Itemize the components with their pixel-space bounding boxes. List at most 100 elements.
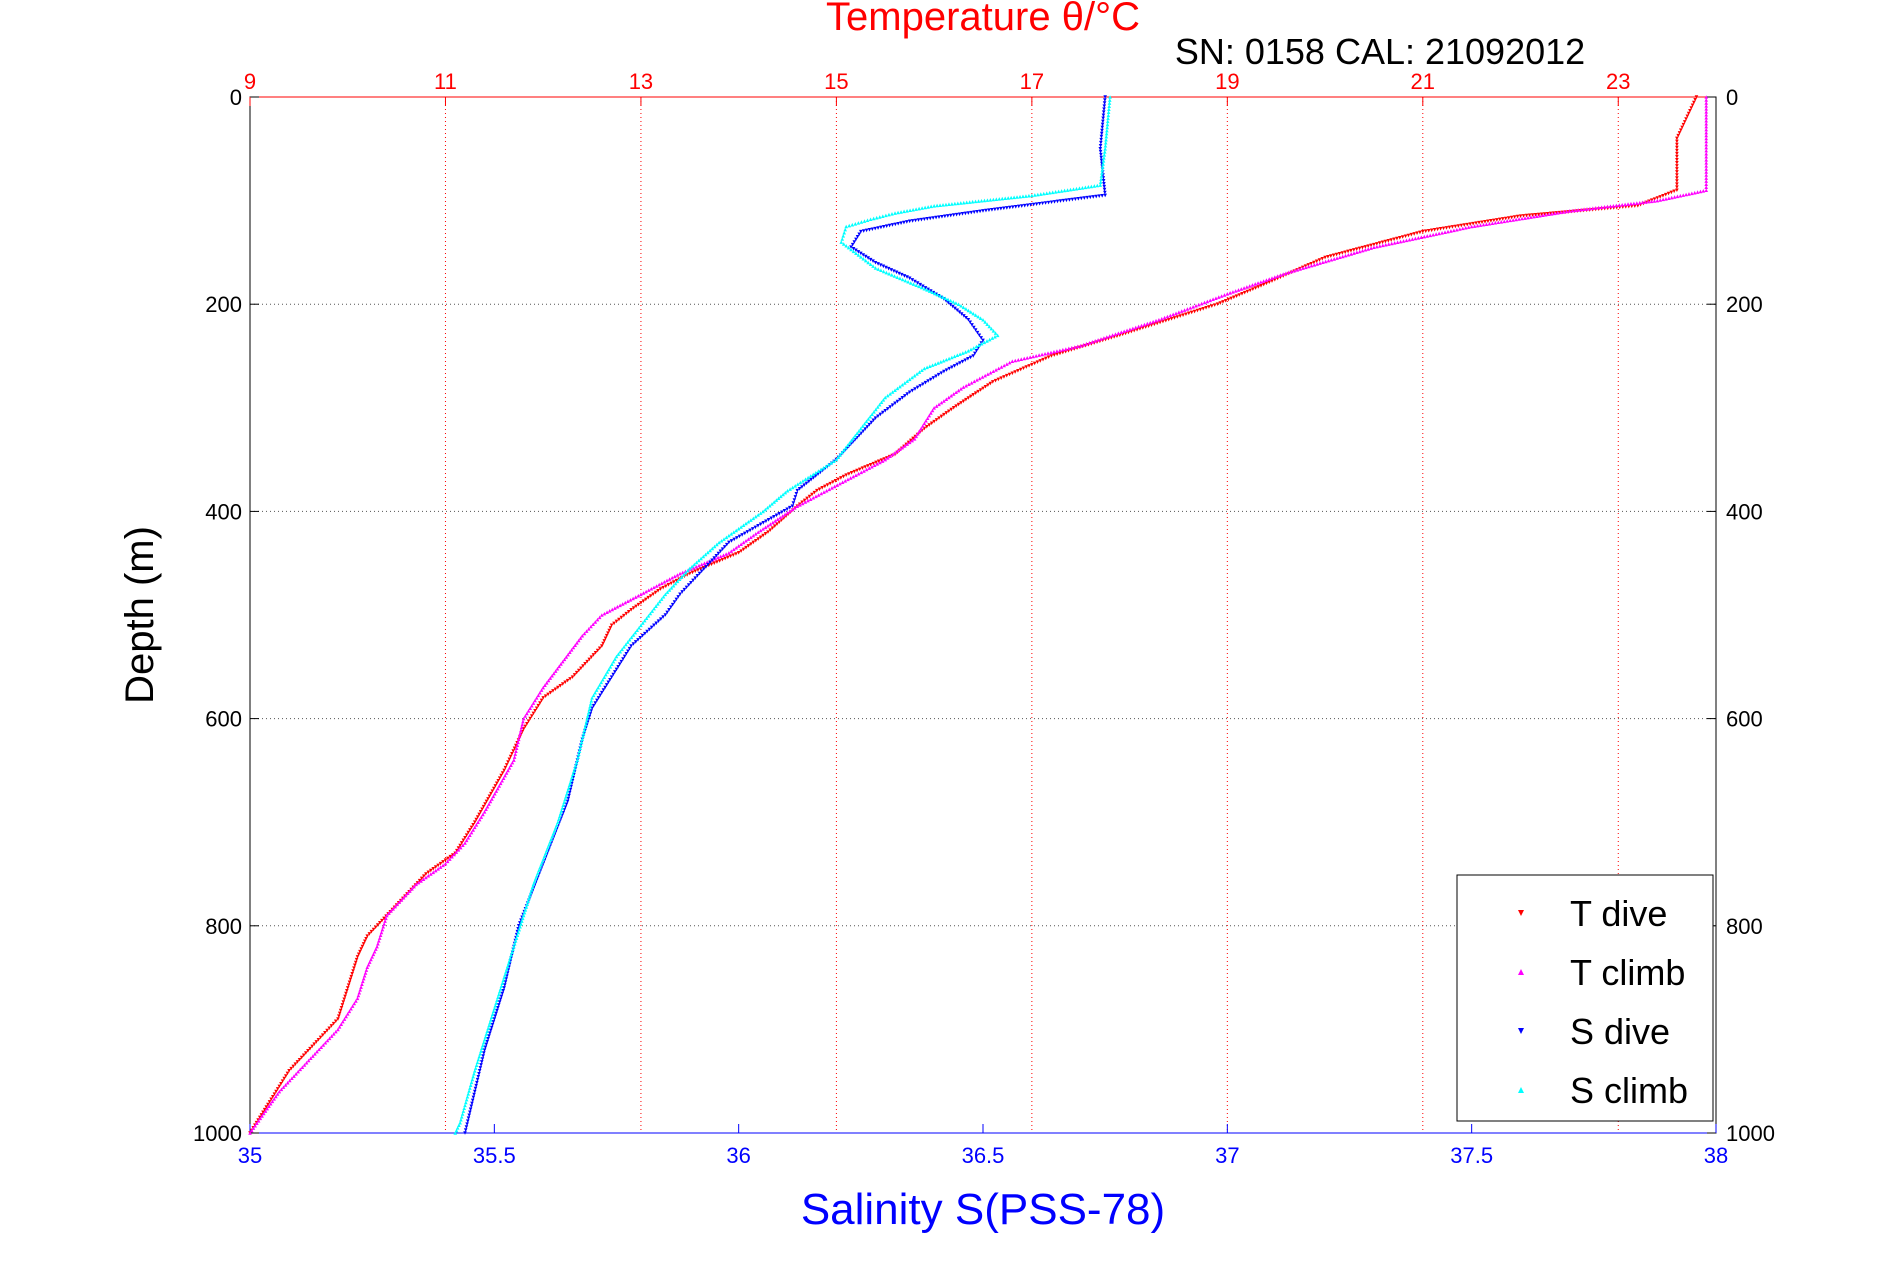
data-point: [567, 790, 572, 795]
data-point: [569, 778, 573, 782]
data-point: [1323, 255, 1327, 260]
data-point: [923, 380, 928, 385]
data-point: [510, 950, 514, 954]
data-point: [487, 1023, 491, 1028]
data-point: [935, 292, 940, 297]
data-point: [941, 203, 945, 207]
data-point: [470, 1077, 475, 1082]
data-point: [1326, 255, 1330, 259]
y-tick-label-right: 200: [1726, 292, 1763, 317]
data-point: [1343, 250, 1347, 255]
legend-marker: [1518, 1028, 1524, 1034]
data-point: [572, 673, 577, 677]
data-point: [1355, 250, 1359, 255]
data-point: [533, 709, 537, 713]
data-point: [680, 590, 684, 594]
data-point: [1253, 286, 1258, 290]
data-point: [944, 202, 948, 207]
data-point: [1343, 253, 1348, 258]
data-point: [920, 206, 924, 210]
data-point: [1338, 255, 1342, 260]
data-point: [1013, 358, 1018, 363]
data-point: [1033, 193, 1037, 197]
data-point: [1024, 194, 1028, 198]
data-point: [601, 641, 605, 646]
data-point: [999, 365, 1004, 369]
data-point: [643, 631, 647, 636]
data-point: [562, 800, 566, 805]
data-point: [1010, 371, 1015, 376]
data-point: [879, 458, 884, 462]
data-point: [881, 398, 886, 402]
data-point: [838, 481, 842, 486]
data-point: [553, 669, 558, 673]
data-point: [1005, 362, 1009, 366]
data-point: [587, 707, 592, 712]
data-point: [821, 465, 826, 470]
data-point: [1486, 219, 1490, 224]
data-point: [1426, 228, 1431, 233]
data-point: [977, 343, 981, 347]
data-point: [761, 533, 765, 538]
data-point: [489, 1025, 494, 1030]
data-point: [361, 942, 366, 946]
data-point: [1076, 197, 1081, 201]
data-point: [832, 484, 837, 489]
data-point: [1208, 298, 1213, 303]
data-point: [523, 714, 528, 718]
data-point: [1676, 133, 1681, 138]
data-point: [853, 221, 858, 226]
data-point: [1098, 180, 1103, 184]
data-point: [1675, 176, 1679, 180]
data-point: [956, 302, 961, 306]
data-point: [881, 264, 886, 269]
data-point: [600, 677, 605, 682]
data-point: [1532, 214, 1536, 219]
data-point: [871, 259, 875, 264]
data-point: [900, 277, 905, 282]
data-point: [1099, 131, 1104, 136]
data-point: [431, 867, 436, 871]
top-axis-label: Temperature θ/°C: [826, 0, 1140, 39]
data-point: [463, 1128, 468, 1132]
data-point: [849, 247, 853, 252]
data-point: [961, 351, 965, 355]
data-point: [1240, 292, 1244, 296]
data-point: [954, 390, 958, 395]
data-point: [1694, 95, 1699, 99]
data-point: [975, 330, 980, 335]
data-point: [531, 701, 536, 705]
data-point: [656, 589, 660, 593]
data-point: [1009, 195, 1013, 200]
data-point: [484, 1042, 489, 1047]
data-point: [842, 448, 846, 452]
data-point: [1378, 244, 1382, 248]
data-point: [1520, 216, 1524, 221]
data-point: [1002, 206, 1006, 211]
data-point: [597, 683, 602, 687]
data-point: [482, 1048, 487, 1052]
data-point: [876, 226, 880, 230]
data-point: [523, 907, 528, 912]
data-point: [536, 871, 540, 875]
data-point: [939, 371, 944, 375]
data-point: [772, 514, 776, 519]
data-point: [342, 1017, 347, 1021]
bottom-tick-label: 36: [726, 1143, 750, 1168]
data-point: [1216, 295, 1221, 299]
data-point: [1675, 148, 1679, 153]
data-point: [994, 197, 999, 201]
data-point: [553, 826, 558, 830]
data-point: [560, 659, 565, 664]
data-point: [452, 852, 456, 857]
data-point: [947, 366, 952, 371]
data-point: [583, 662, 587, 666]
data-point: [898, 276, 902, 281]
data-point: [727, 533, 731, 538]
data-point: [961, 200, 966, 205]
data-point: [584, 719, 589, 724]
data-point: [467, 1113, 472, 1118]
data-point: [933, 291, 937, 296]
data-point: [292, 1074, 296, 1078]
data-point: [454, 1128, 459, 1133]
